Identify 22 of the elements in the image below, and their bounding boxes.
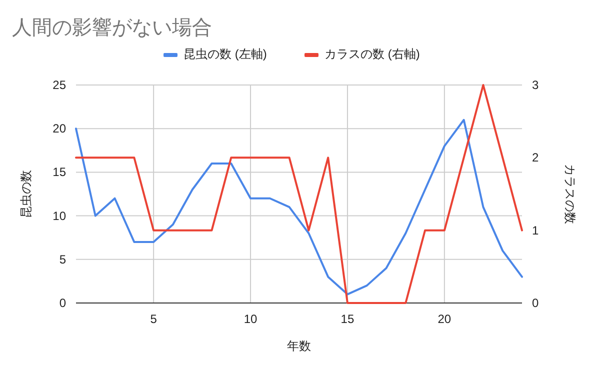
y-tick-label: 25 xyxy=(52,78,66,92)
y-tick-label: 0 xyxy=(59,296,66,310)
chart-title: 人間の影響がない場合 xyxy=(12,17,212,39)
y-tick-label: 20 xyxy=(52,122,66,136)
y2-tick-label: 0 xyxy=(532,296,539,310)
line-series xyxy=(75,84,523,304)
legend-label: 昆虫の数 (左軸) xyxy=(184,47,267,61)
y-tick-label: 10 xyxy=(52,208,66,223)
x-tick-label: 15 xyxy=(340,312,354,326)
x-tick-label: 5 xyxy=(150,312,158,326)
y-tick-label: 15 xyxy=(52,165,66,180)
y2-axis-title: カラスの数 xyxy=(563,164,577,224)
x-tick-label: 10 xyxy=(244,312,258,326)
y2-tick-label: 2 xyxy=(532,150,539,165)
legend-label: カラスの数 (右軸) xyxy=(324,47,420,61)
y2-tick-label: 3 xyxy=(532,78,539,92)
x-tick-label: 20 xyxy=(438,312,452,326)
y2-tick-label: 1 xyxy=(532,223,539,238)
x-axis-title: 年数 xyxy=(287,339,311,353)
y-axis-title: 昆虫の数 xyxy=(19,170,33,218)
line-series xyxy=(75,118,523,296)
y-tick-label: 5 xyxy=(59,252,66,266)
